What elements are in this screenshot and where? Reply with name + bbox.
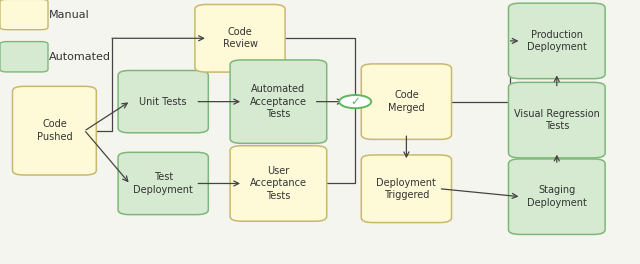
Text: Deployment
Triggered: Deployment Triggered [376,178,436,200]
Text: Visual Regression
Tests: Visual Regression Tests [514,109,600,131]
FancyBboxPatch shape [361,155,452,223]
FancyBboxPatch shape [0,0,48,30]
Text: Automated
Acceptance
Tests: Automated Acceptance Tests [250,84,307,119]
FancyBboxPatch shape [195,4,285,72]
FancyBboxPatch shape [230,146,326,221]
Text: User
Acceptance
Tests: User Acceptance Tests [250,166,307,201]
Text: ✓: ✓ [350,95,360,108]
FancyBboxPatch shape [0,41,48,72]
Text: Production
Deployment: Production Deployment [527,30,587,52]
Text: Test
Deployment: Test Deployment [133,172,193,195]
Text: Staging
Deployment: Staging Deployment [527,186,587,208]
FancyBboxPatch shape [361,64,452,139]
FancyBboxPatch shape [118,152,209,215]
Text: Unit Tests: Unit Tests [140,97,187,107]
FancyBboxPatch shape [13,86,97,175]
Text: Code
Pushed: Code Pushed [36,120,72,142]
Text: Code
Review: Code Review [223,27,257,49]
FancyBboxPatch shape [230,60,326,143]
Text: Automated: Automated [49,52,111,62]
FancyBboxPatch shape [509,82,605,158]
Text: Manual: Manual [49,10,90,20]
FancyBboxPatch shape [509,3,605,79]
FancyBboxPatch shape [118,70,209,133]
Circle shape [339,95,371,108]
Text: Code
Merged: Code Merged [388,91,425,113]
FancyBboxPatch shape [509,159,605,234]
